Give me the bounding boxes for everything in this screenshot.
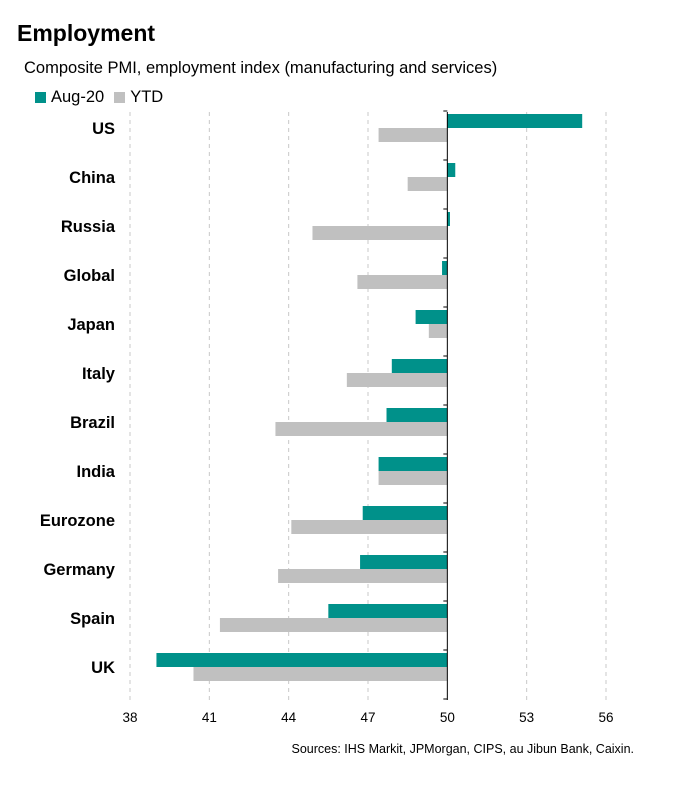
legend-swatch-series-2 [114,92,126,103]
chart-title: Employment [17,20,156,46]
bar-series-1 [447,212,450,226]
bar-series-1 [328,604,448,618]
bar-series-2 [312,226,448,240]
chart-legend: Aug-20 YTD [35,88,173,107]
bar-series-1 [360,555,448,569]
chart-subtitle: Composite PMI, employment index (manufac… [24,59,498,77]
bar-series-2 [346,373,448,387]
bar-series-1 [386,408,448,422]
legend-item-series-1: Aug-20 [35,88,104,107]
legend-item-series-2: YTD [114,88,163,107]
legend-label-series-2: YTD [130,88,164,106]
bar-series-1 [447,114,583,128]
bar-series-1 [391,359,448,373]
bar-series-2 [219,618,448,632]
category-label: Global [64,267,115,285]
bar-series-1 [442,261,448,275]
x-tick-label: 41 [202,710,217,725]
category-label: Japan [67,316,115,334]
bar-series-2 [291,520,448,534]
category-label: Spain [70,610,115,628]
bar-series-2 [193,667,448,681]
category-label: China [69,169,116,187]
legend-label-series-1: Aug-20 [51,88,105,106]
legend-swatch-series-1 [35,92,46,103]
bar-series-2 [407,177,448,191]
bar-series-1 [447,163,456,177]
category-label: Russia [61,218,116,236]
bar-series-2 [428,324,448,338]
bar-series-2 [278,569,448,583]
source-note: Sources: IHS Markit, JPMorgan, CIPS, au … [291,742,635,756]
bar-series-2 [378,128,448,142]
bar-series-1 [415,310,448,324]
category-label: UK [91,659,115,677]
bar-series-2 [275,422,448,436]
category-label: US [92,120,115,138]
bar-series-2 [378,471,448,485]
x-tick-label: 47 [360,710,375,725]
x-tick-label: 38 [122,710,137,725]
x-tick-label: 44 [281,710,297,725]
x-tick-label: 50 [440,710,455,725]
bar-series-1 [156,653,448,667]
category-label: Germany [43,561,115,579]
bar-series-2 [357,275,448,289]
x-tick-label: 53 [519,710,534,725]
category-label: Brazil [70,414,115,432]
bar-series-1 [362,506,448,520]
category-label: Italy [82,365,116,383]
category-label: Eurozone [40,512,115,530]
category-label: India [76,463,115,481]
x-tick-label: 56 [598,710,613,725]
bar-series-1 [378,457,448,471]
